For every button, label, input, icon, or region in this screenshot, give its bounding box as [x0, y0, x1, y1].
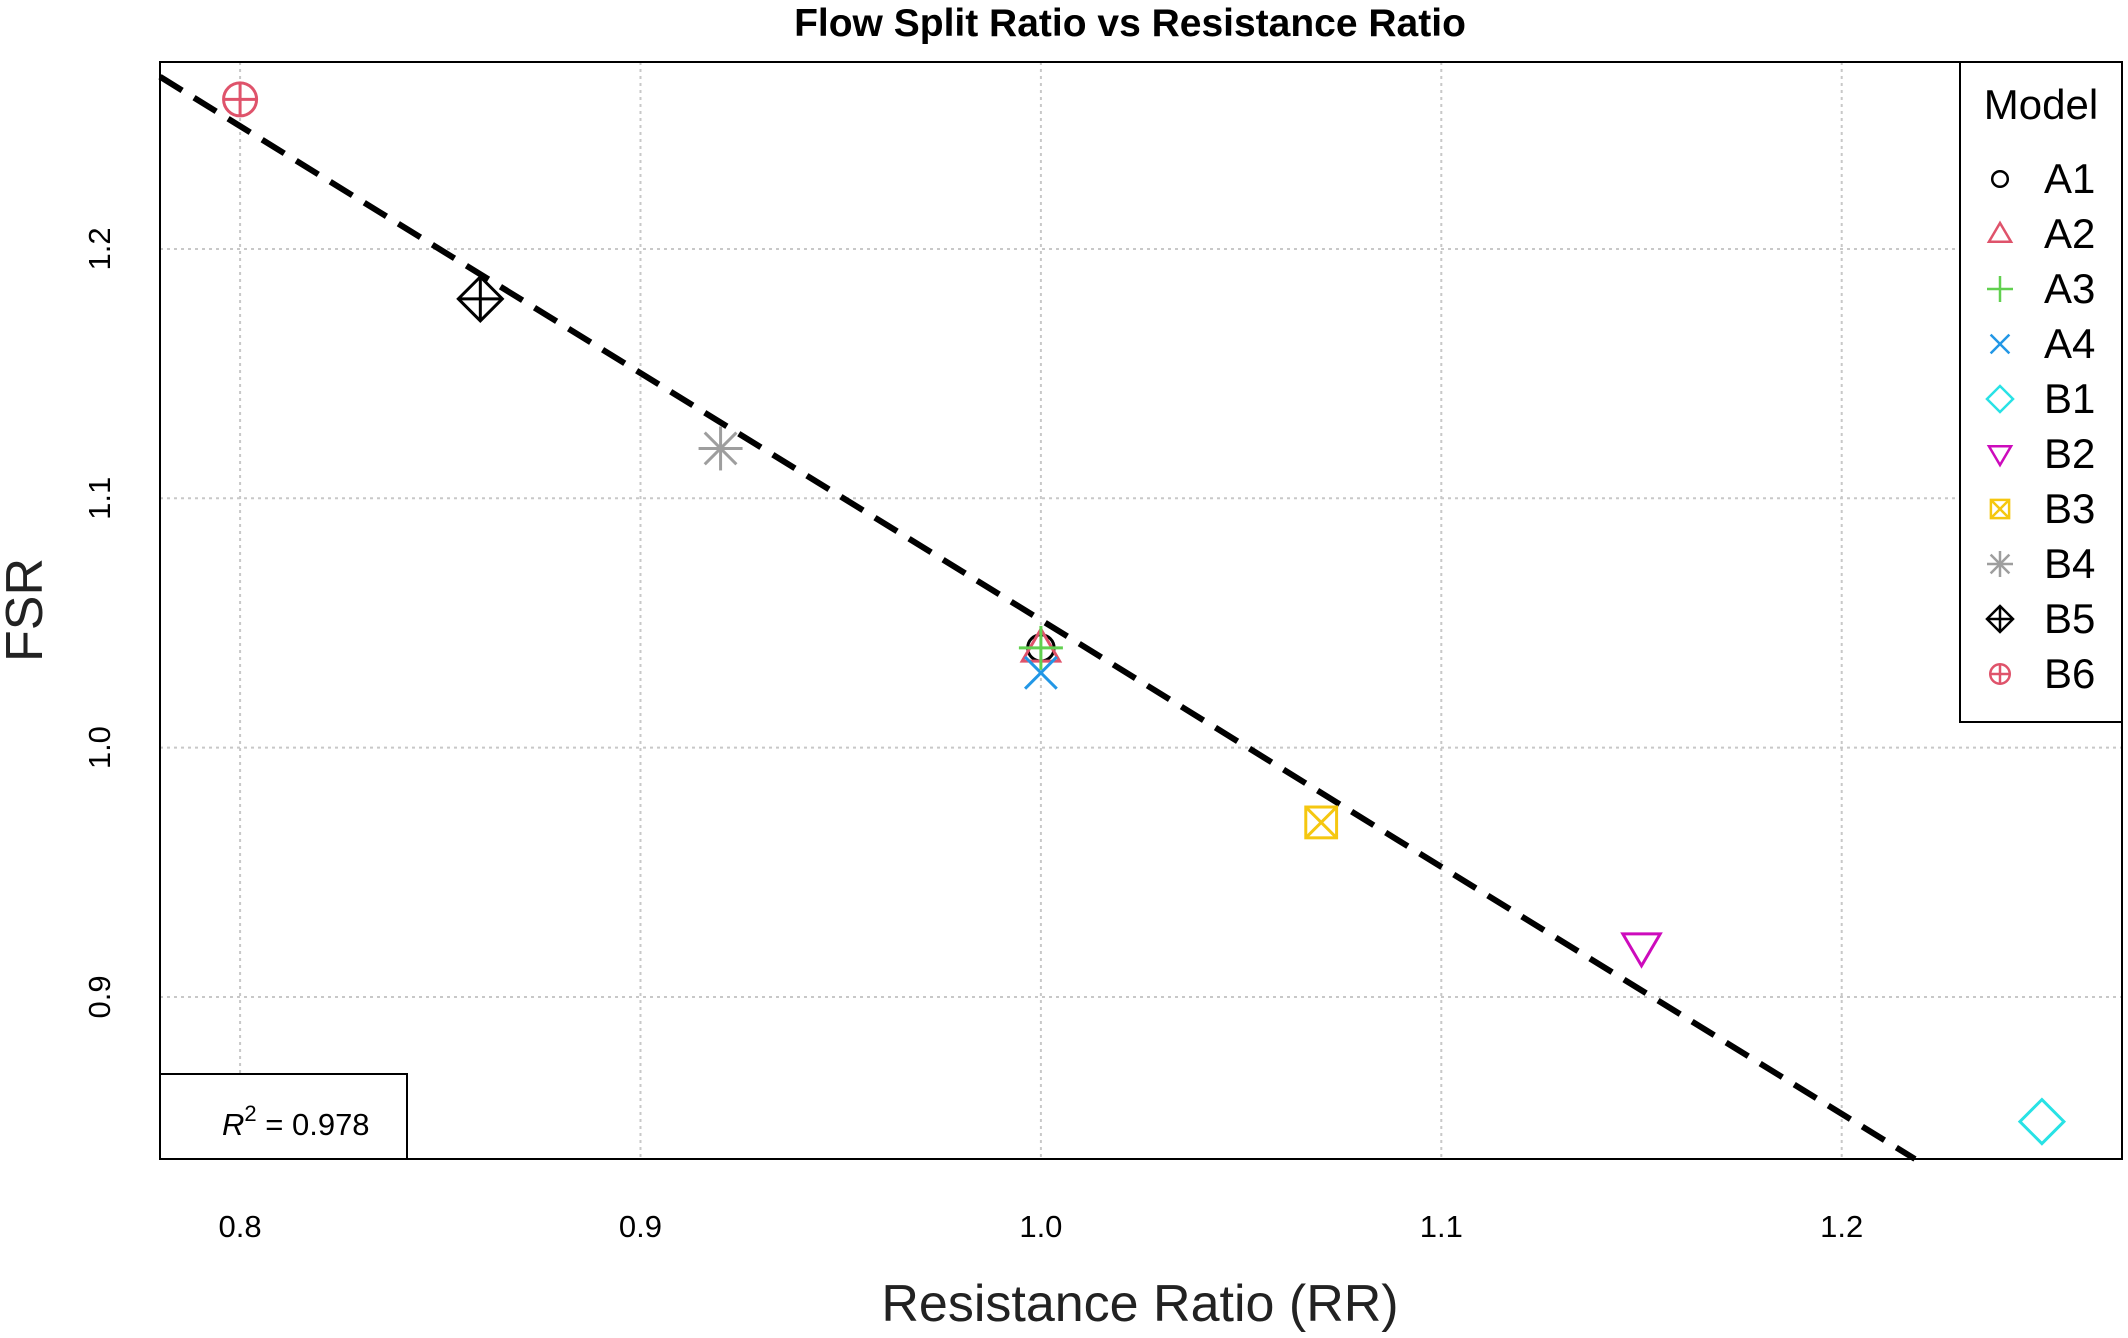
legend-marker-a3 [1987, 276, 2013, 302]
r-squared-superscript: 2 [244, 1101, 256, 1126]
legend-item-a4: A4 [1989, 320, 2095, 367]
legend-label: B3 [2044, 485, 2095, 532]
legend-label: A1 [2044, 155, 2095, 202]
legend-box [1959, 61, 2123, 723]
data-point-b1 [2017, 1097, 2067, 1146]
legend-marker-b4 [1987, 551, 2013, 577]
legend-item-b2: B2 [1986, 430, 2095, 477]
legend-marker-b6 [1989, 663, 2011, 685]
legend-item-b4: B4 [1987, 540, 2095, 587]
x-tick-label: 0.8 [219, 1209, 262, 1244]
legend-label: B6 [2044, 650, 2095, 697]
svg-text:R2 = 0.978: R2 = 0.978 [222, 1101, 370, 1142]
grid [160, 62, 2122, 1159]
legend-label: A2 [2044, 210, 2095, 257]
r-squared-box [159, 1073, 408, 1160]
y-tick-label: 1.0 [82, 726, 117, 769]
legend-marker-a2 [1986, 220, 2014, 244]
data-point-b4 [698, 426, 743, 471]
x-tick-label: 0.9 [619, 1209, 662, 1244]
legend-label: A3 [2044, 265, 2095, 312]
legend-item-a3: A3 [1987, 265, 2095, 312]
chart-title: Flow Split Ratio vs Resistance Ratio [794, 2, 1466, 45]
legend-marker-a1 [1990, 169, 2010, 189]
x-tick-label: 1.1 [1420, 1209, 1463, 1244]
r-squared-annotation: R2 = 0.978 [159, 1073, 408, 1160]
regression-line [158, 74, 1917, 1162]
r-squared-value: = 0.978 [257, 1107, 370, 1142]
data-point-b2 [1620, 932, 1663, 969]
legend-label: B5 [2044, 595, 2095, 642]
legend-title: Model [1984, 81, 2098, 128]
legend-label: A4 [2044, 320, 2095, 367]
legend-marker-a4 [1989, 333, 2011, 355]
legend-marker-b5 [1985, 604, 2015, 634]
legend-item-a1: A1 [1990, 155, 2095, 202]
y-tick-label: 1.1 [82, 477, 117, 520]
x-axis-title: Resistance Ratio (RR) [881, 1275, 1398, 1333]
y-tick-label: 1.2 [82, 227, 117, 270]
legend-marker-b3 [1989, 498, 2011, 520]
legend-label: B2 [2044, 430, 2095, 477]
y-axis: 0.9 1.0 1.1 1.2 [82, 227, 117, 1018]
data-point-b3 [1304, 805, 1339, 840]
r-squared-base: R [222, 1107, 244, 1142]
legend-item-b1: B1 [1985, 375, 2095, 422]
y-axis-title: FSR [0, 558, 54, 662]
legend-item-b5: B5 [1985, 595, 2095, 642]
data-points [222, 81, 2067, 1146]
x-tick-label: 1.2 [1820, 1209, 1863, 1244]
data-point-b5 [456, 274, 505, 323]
legend-item-a2: A2 [1986, 210, 2095, 257]
data-point-b6 [222, 81, 259, 118]
y-tick-label: 0.9 [82, 975, 117, 1018]
legend-item-b3: B3 [1989, 485, 2095, 532]
legend-label: B1 [2044, 375, 2095, 422]
x-tick-label: 1.0 [1019, 1209, 1062, 1244]
legend-marker-b2 [1986, 444, 2014, 468]
plot-frame [159, 61, 2123, 1160]
legend-marker-b1 [1985, 384, 2015, 414]
x-axis: 0.8 0.9 1.0 1.1 1.2 [219, 1209, 1864, 1244]
data-point-a3 [1018, 625, 1063, 670]
regression-line-layer [158, 74, 1917, 1162]
legend-item-b6: B6 [1989, 650, 2095, 697]
data-point-a4 [1023, 655, 1058, 690]
legend: Model A1 A2 A3 A4 B1 B2 B3 B4 B5 B6 [1959, 61, 2123, 723]
legend-label: B4 [2044, 540, 2095, 587]
